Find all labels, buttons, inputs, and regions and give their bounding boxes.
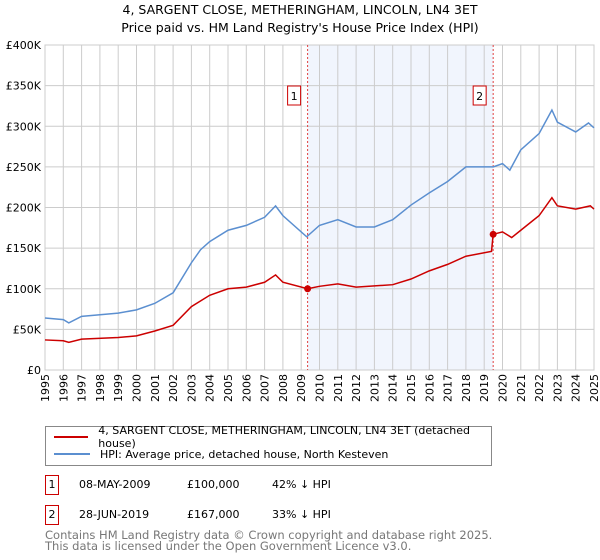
y-tick-label: £400K	[6, 39, 42, 52]
legend-item-property: 4, SARGENT CLOSE, METHERINGHAM, LINCOLN,…	[54, 424, 491, 450]
y-tick-label: £0	[27, 364, 41, 377]
legend-label: HPI: Average price, detached house, Nort…	[100, 447, 389, 461]
price-chart: 1995 1996 1997 1998 1999 2000 2001 2002 2003 2004…	[6, 39, 600, 402]
x-tick-label: 2004	[204, 374, 217, 402]
blue-line-swatch	[54, 453, 90, 455]
x-tick-label: 2003	[185, 374, 198, 402]
sale-label: 1	[291, 90, 298, 103]
x-tick-label: 2022	[533, 374, 546, 402]
x-tick-label: 2013	[368, 374, 381, 402]
legend-item-hpi: HPI: Average price, detached house, Nort…	[54, 446, 388, 462]
y-tick-label: £350K	[6, 80, 42, 93]
y-tick-label: £300K	[6, 120, 42, 133]
hpi-line	[44, 108, 595, 324]
x-tick-label: 1999	[112, 374, 125, 402]
x-tick-label: 1996	[57, 374, 70, 402]
transaction-hpi: 33% ↓ HPI	[272, 508, 331, 521]
x-tick-label: 2021	[515, 374, 528, 402]
y-tick-label: £250K	[6, 161, 42, 174]
x-tick-label: 2023	[551, 374, 564, 402]
x-tick-label: 2012	[350, 374, 363, 402]
x-tick-label: 2016	[423, 374, 436, 402]
x-tick-label: 2015	[405, 374, 418, 402]
chart-subtitle: Price paid vs. HM Land Registry's House …	[121, 20, 479, 35]
transaction-date: 08-MAY-2009	[79, 478, 151, 491]
transaction-row: 1 08-MAY-2009 £100,000 42% ↓ HPI	[45, 475, 545, 495]
x-tick-label: 2014	[387, 374, 400, 402]
chart-title: 4, SARGENT CLOSE, METHERINGHAM, LINCOLN,…	[122, 2, 478, 17]
x-tick-label: 2009	[295, 374, 308, 402]
red-line-swatch	[54, 436, 89, 438]
sale-point	[304, 285, 312, 293]
sale-label-box	[287, 85, 302, 106]
plot-frame	[44, 44, 595, 371]
transaction-price: £167,000	[187, 508, 240, 521]
x-tick-label: 2018	[460, 374, 473, 402]
x-tick-label: 2005	[222, 374, 235, 402]
y-tick-label: £150K	[6, 242, 42, 255]
y-tick-label: £200K	[6, 202, 42, 215]
footer: Contains HM Land Registry data © Crown c…	[45, 528, 493, 553]
x-tick-label: 2000	[131, 374, 144, 402]
x-tick-label: 1995	[39, 374, 52, 402]
x-tick-label: 2010	[314, 374, 327, 402]
y-tick-label: £50K	[13, 323, 42, 336]
x-tick-label: 2008	[277, 374, 290, 402]
x-tick-label: 2007	[259, 374, 272, 402]
x-tick-label: 2019	[478, 374, 491, 402]
legend-label: 4, SARGENT CLOSE, METHERINGHAM, LINCOLN,…	[98, 424, 471, 450]
property-price-line	[44, 196, 595, 344]
sale-label-box	[472, 85, 487, 106]
x-tick-label: 2011	[332, 374, 345, 402]
sale-point	[489, 230, 497, 238]
x-tick-label: 2002	[167, 374, 180, 402]
sale-label: 2	[476, 90, 483, 103]
legend: 4, SARGENT CLOSE, METHERINGHAM, LINCOLN,…	[45, 424, 492, 466]
x-tick-label: 2017	[442, 374, 455, 402]
y-tick-label: £100K	[6, 283, 42, 296]
x-tick-label: 2006	[240, 374, 253, 402]
transaction-price: £100,000	[187, 478, 240, 491]
x-tick-label: 2025	[588, 374, 600, 402]
transaction-badge: 1	[45, 475, 59, 495]
transaction-row: 2 28-JUN-2019 £167,000 33% ↓ HPI	[45, 505, 545, 525]
transaction-badge: 2	[45, 505, 59, 525]
x-tick-label: 2001	[149, 374, 162, 402]
transaction-date: 28-JUN-2019	[79, 508, 150, 521]
x-tick-label: 1997	[76, 374, 89, 402]
footer-copyright: Contains HM Land Registry data © Crown c…	[45, 528, 493, 542]
footer-licence: This data is licensed under the Open Gov…	[45, 539, 412, 553]
x-tick-label: 2020	[497, 374, 510, 402]
x-tick-label: 1998	[94, 374, 107, 402]
x-tick-label: 2024	[570, 374, 583, 402]
transaction-hpi: 42% ↓ HPI	[272, 478, 331, 491]
